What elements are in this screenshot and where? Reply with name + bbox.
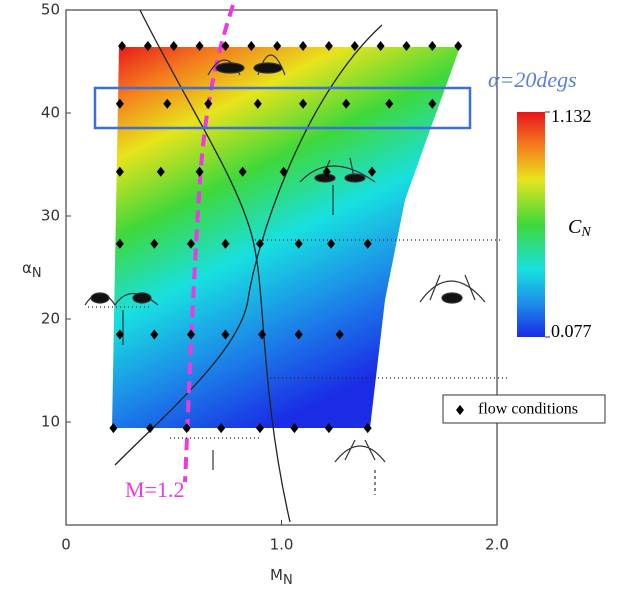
flow-condition-point <box>253 98 262 109</box>
flow-condition-point <box>299 41 308 52</box>
box-annotation: α=20degs <box>488 67 577 92</box>
flow-condition-point <box>169 41 178 52</box>
flow-condition-point <box>195 41 204 52</box>
flow-condition-point <box>115 238 124 249</box>
colorbar-label-sub: N <box>580 225 591 240</box>
flow-condition-point <box>182 423 191 434</box>
y-tick-label: 10 <box>41 413 60 431</box>
flow-condition-point <box>322 166 331 177</box>
flow-condition-point <box>255 423 264 434</box>
x-axis-label: MN <box>270 566 293 588</box>
flow-condition-point <box>115 329 124 340</box>
flow-condition-point <box>279 166 288 177</box>
flow-condition-point <box>118 41 127 52</box>
x-tick-label: 2.0 <box>485 536 509 554</box>
flow-condition-point <box>363 423 372 434</box>
x-tick-label: 0 <box>61 536 71 554</box>
flow-condition-point <box>221 41 230 52</box>
flow-condition-point <box>150 329 159 340</box>
flow-condition-point <box>255 238 264 249</box>
flow-condition-point <box>428 98 437 109</box>
flow-condition-point <box>290 423 299 434</box>
flow-condition-point <box>324 423 333 434</box>
boundary-curve <box>114 24 383 466</box>
flow-condition-point <box>368 166 377 177</box>
flow-condition-point <box>294 329 303 340</box>
flow-condition-point <box>324 41 333 52</box>
flow-condition-point <box>258 329 267 340</box>
flow-condition-point <box>428 41 437 52</box>
flow-condition-point <box>163 98 172 109</box>
colorbar <box>517 112 545 337</box>
y-axis-label: αN <box>22 259 42 281</box>
y-tick-label: 40 <box>41 104 60 122</box>
colorbar-tick-label: 1.132 <box>551 106 592 126</box>
flow-condition-point <box>376 41 385 52</box>
flow-condition-point <box>115 166 124 177</box>
flow-condition-point <box>186 329 195 340</box>
y-axis-label-main: α <box>22 259 32 277</box>
flow-condition-point <box>221 329 230 340</box>
boundary-curve <box>139 9 291 523</box>
flow-condition-point <box>342 98 351 109</box>
flow-condition-point <box>115 98 124 109</box>
legend <box>442 394 606 424</box>
x-tick-label: 1.0 <box>270 536 294 554</box>
flow-condition-point <box>273 41 282 52</box>
flow-sketches <box>84 54 486 495</box>
flow-condition-point <box>327 238 336 249</box>
flow-condition-point <box>186 238 195 249</box>
flow-condition-point <box>363 238 372 249</box>
x-axis-label-main: M <box>270 566 283 584</box>
flow-condition-point <box>299 98 308 109</box>
legend-label: flow conditions <box>478 401 578 418</box>
flow-condition-point <box>385 98 394 109</box>
flow-condition-point <box>402 41 411 52</box>
highlight-box <box>93 86 472 130</box>
flow-condition-point <box>150 238 159 249</box>
y-axis-label-sub: N <box>32 266 42 281</box>
y-tick-label: 50 <box>41 1 60 19</box>
colorbar-label: CN <box>568 216 591 241</box>
flow-condition-point <box>195 166 204 177</box>
flow-condition-point <box>247 41 256 52</box>
y-tick-label: 20 <box>41 310 60 328</box>
colorbar-label-main: C <box>568 216 582 238</box>
colorbar-tick-label: 0.077 <box>551 321 592 341</box>
flow-condition-point <box>217 423 226 434</box>
contour-field <box>112 47 460 428</box>
flow-condition-point <box>238 166 247 177</box>
y-tick-label: 30 <box>41 207 60 225</box>
flow-condition-point <box>109 423 118 434</box>
flow-condition-point <box>294 238 303 249</box>
flow-condition-point <box>454 41 463 52</box>
flow-condition-point <box>143 41 152 52</box>
flow-condition-point <box>221 238 230 249</box>
legend-marker <box>456 405 464 415</box>
flow-condition-point <box>146 423 155 434</box>
flow-condition-point <box>204 98 213 109</box>
flow-condition-point <box>335 329 344 340</box>
flow-condition-point <box>156 166 165 177</box>
x-axis-label-sub: N <box>283 573 293 588</box>
mach-annotation: M=1.2 <box>125 477 184 502</box>
flow-condition-point <box>350 41 359 52</box>
